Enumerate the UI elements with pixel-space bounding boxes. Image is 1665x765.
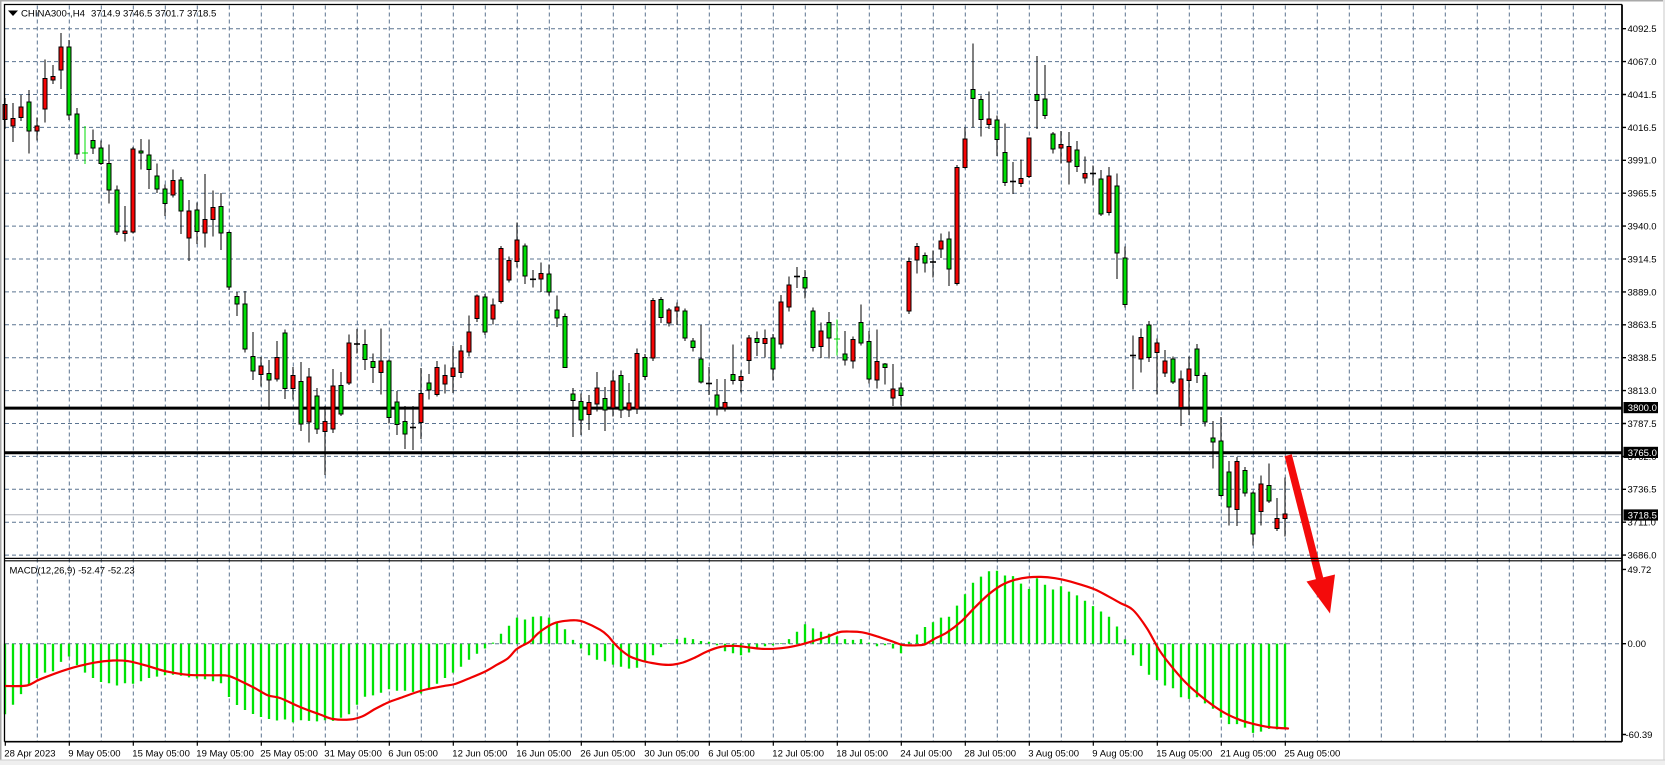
svg-text:12 Jul 05:00: 12 Jul 05:00 — [772, 749, 824, 760]
svg-text:16 Jun 05:00: 16 Jun 05:00 — [516, 749, 571, 760]
svg-text:26 Jun 05:00: 26 Jun 05:00 — [580, 749, 635, 760]
svg-text:21 Aug 05:00: 21 Aug 05:00 — [1220, 749, 1276, 760]
svg-text:3765.0: 3765.0 — [1628, 448, 1657, 459]
svg-text:MACD(12,26,9) -52.47 -52.23: MACD(12,26,9) -52.47 -52.23 — [10, 565, 135, 576]
svg-text:3787.5: 3787.5 — [1628, 419, 1657, 430]
svg-text:3 Aug 05:00: 3 Aug 05:00 — [1028, 749, 1079, 760]
svg-text:3800.0: 3800.0 — [1628, 403, 1657, 414]
svg-text:49.72: 49.72 — [1628, 565, 1652, 576]
svg-text:3940.0: 3940.0 — [1628, 222, 1657, 233]
svg-text:18 Jul 05:00: 18 Jul 05:00 — [836, 749, 888, 760]
svg-text:4041.5: 4041.5 — [1628, 90, 1657, 101]
svg-text:3991.0: 3991.0 — [1628, 156, 1657, 167]
svg-text:3686.0: 3686.0 — [1628, 551, 1657, 562]
svg-text:28 Apr 2023: 28 Apr 2023 — [4, 749, 55, 760]
svg-text:-60.39: -60.39 — [1626, 730, 1653, 741]
svg-text:12 Jun 05:00: 12 Jun 05:00 — [452, 749, 507, 760]
svg-text:0.00: 0.00 — [1628, 639, 1647, 650]
svg-text:15 Aug 05:00: 15 Aug 05:00 — [1156, 749, 1212, 760]
svg-text:3914.5: 3914.5 — [1628, 254, 1657, 265]
svg-text:6 Jun 05:00: 6 Jun 05:00 — [388, 749, 438, 760]
svg-text:6 Jul 05:00: 6 Jul 05:00 — [708, 749, 754, 760]
svg-text:31 May 05:00: 31 May 05:00 — [324, 749, 382, 760]
svg-text:9 May 05:00: 9 May 05:00 — [68, 749, 120, 760]
svg-text:3711.0: 3711.0 — [1628, 518, 1656, 529]
svg-text:24 Jul 05:00: 24 Jul 05:00 — [900, 749, 952, 760]
svg-text:3838.5: 3838.5 — [1628, 353, 1657, 364]
svg-text:30 Jun 05:00: 30 Jun 05:00 — [644, 749, 699, 760]
svg-text:4067.0: 4067.0 — [1628, 57, 1657, 68]
svg-text:3714.9 3746.5 3701.7 3718.5: 3714.9 3746.5 3701.7 3718.5 — [91, 8, 216, 19]
svg-text:3889.0: 3889.0 — [1628, 287, 1657, 298]
svg-text:3965.5: 3965.5 — [1628, 189, 1657, 200]
svg-text:3718.5: 3718.5 — [1628, 510, 1657, 521]
svg-text:4092.5: 4092.5 — [1628, 24, 1657, 35]
svg-text:3736.5: 3736.5 — [1628, 485, 1657, 496]
svg-text:CHINA300-,H4: CHINA300-,H4 — [21, 8, 86, 19]
svg-text:25 May 05:00: 25 May 05:00 — [260, 749, 318, 760]
svg-text:3863.5: 3863.5 — [1628, 320, 1657, 331]
svg-text:4016.5: 4016.5 — [1628, 123, 1657, 134]
svg-text:19 May 05:00: 19 May 05:00 — [196, 749, 254, 760]
svg-text:28 Jul 05:00: 28 Jul 05:00 — [964, 749, 1016, 760]
svg-text:15 May 05:00: 15 May 05:00 — [132, 749, 190, 760]
svg-text:3813.0: 3813.0 — [1628, 386, 1657, 397]
svg-text:9 Aug 05:00: 9 Aug 05:00 — [1092, 749, 1143, 760]
svg-text:25 Aug 05:00: 25 Aug 05:00 — [1284, 749, 1340, 760]
